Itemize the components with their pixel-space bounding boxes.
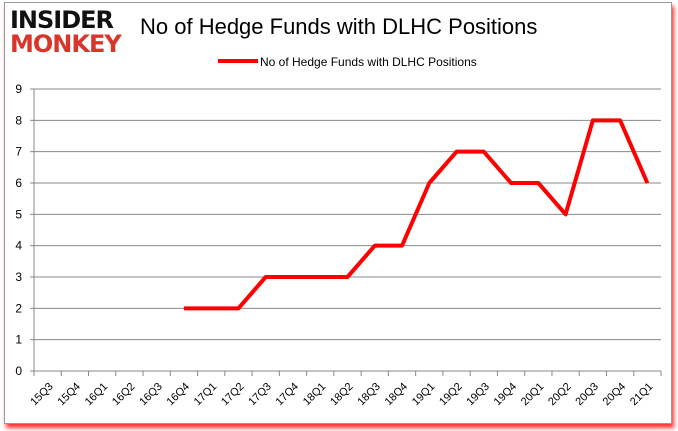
data-point bbox=[537, 182, 539, 184]
x-tick-label: 20Q2 bbox=[546, 381, 574, 409]
data-point bbox=[646, 182, 648, 184]
x-tick-label: 20Q3 bbox=[573, 381, 601, 409]
x-tick-label: 17Q3 bbox=[246, 381, 274, 409]
chart-title: No of Hedge Funds with DLHC Positions bbox=[140, 14, 538, 39]
y-tick-label: 3 bbox=[15, 270, 22, 284]
x-tick-label: 19Q2 bbox=[437, 381, 465, 409]
x-tick-label: 19Q1 bbox=[410, 381, 438, 409]
y-tick-label: 0 bbox=[15, 364, 22, 378]
legend-label: No of Hedge Funds with DLHC Positions bbox=[260, 55, 477, 69]
data-point bbox=[347, 276, 348, 278]
y-tick-label: 8 bbox=[15, 113, 22, 127]
data-point bbox=[619, 119, 621, 121]
x-tick-label: 18Q1 bbox=[301, 381, 329, 409]
x-tick-label: 17Q4 bbox=[274, 381, 302, 409]
data-point bbox=[565, 213, 567, 215]
x-tick-label: 18Q4 bbox=[383, 381, 411, 409]
logo-monkey: MONKEY bbox=[10, 30, 122, 58]
data-point bbox=[183, 307, 185, 309]
chart-frame bbox=[4, 2, 672, 424]
x-tick-label: 21Q1 bbox=[628, 381, 656, 409]
x-tick-label: 19Q3 bbox=[464, 381, 492, 409]
x-tick-label: 16Q4 bbox=[165, 381, 193, 409]
y-tick-label: 1 bbox=[15, 333, 22, 347]
y-tick-label: 6 bbox=[15, 176, 22, 190]
x-tick-label: 17Q2 bbox=[219, 381, 247, 409]
data-point bbox=[292, 276, 294, 278]
x-tick-label: 16Q2 bbox=[110, 381, 138, 409]
data-point bbox=[237, 307, 239, 309]
x-tick-label: 20Q4 bbox=[601, 381, 629, 409]
x-tick-label: 17Q1 bbox=[192, 381, 220, 409]
y-tick-label: 2 bbox=[15, 301, 22, 315]
y-tick-label: 9 bbox=[15, 82, 22, 96]
x-tick-label: 15Q4 bbox=[55, 381, 83, 409]
data-point bbox=[456, 151, 458, 153]
data-point bbox=[374, 245, 376, 247]
y-tick-label: 7 bbox=[15, 145, 22, 159]
x-tick-label: 15Q3 bbox=[28, 381, 56, 409]
x-tick-label: 18Q3 bbox=[355, 381, 383, 409]
logo-insider: INSIDER bbox=[10, 6, 114, 34]
data-point bbox=[483, 151, 485, 153]
y-tick-label: 5 bbox=[15, 207, 22, 221]
x-tick-label: 16Q3 bbox=[137, 381, 165, 409]
data-point bbox=[428, 182, 430, 184]
y-tick-label: 4 bbox=[15, 239, 22, 253]
data-point bbox=[510, 182, 512, 184]
series-line bbox=[183, 118, 650, 311]
x-tick-label: 16Q1 bbox=[83, 381, 111, 409]
x-tick-label: 20Q1 bbox=[519, 381, 547, 409]
data-point bbox=[265, 276, 267, 278]
data-point bbox=[401, 245, 403, 247]
x-tick-label: 19Q4 bbox=[492, 381, 520, 409]
data-point bbox=[210, 307, 212, 309]
data-point bbox=[592, 119, 594, 121]
data-point bbox=[319, 276, 321, 278]
x-tick-label: 18Q2 bbox=[328, 381, 356, 409]
